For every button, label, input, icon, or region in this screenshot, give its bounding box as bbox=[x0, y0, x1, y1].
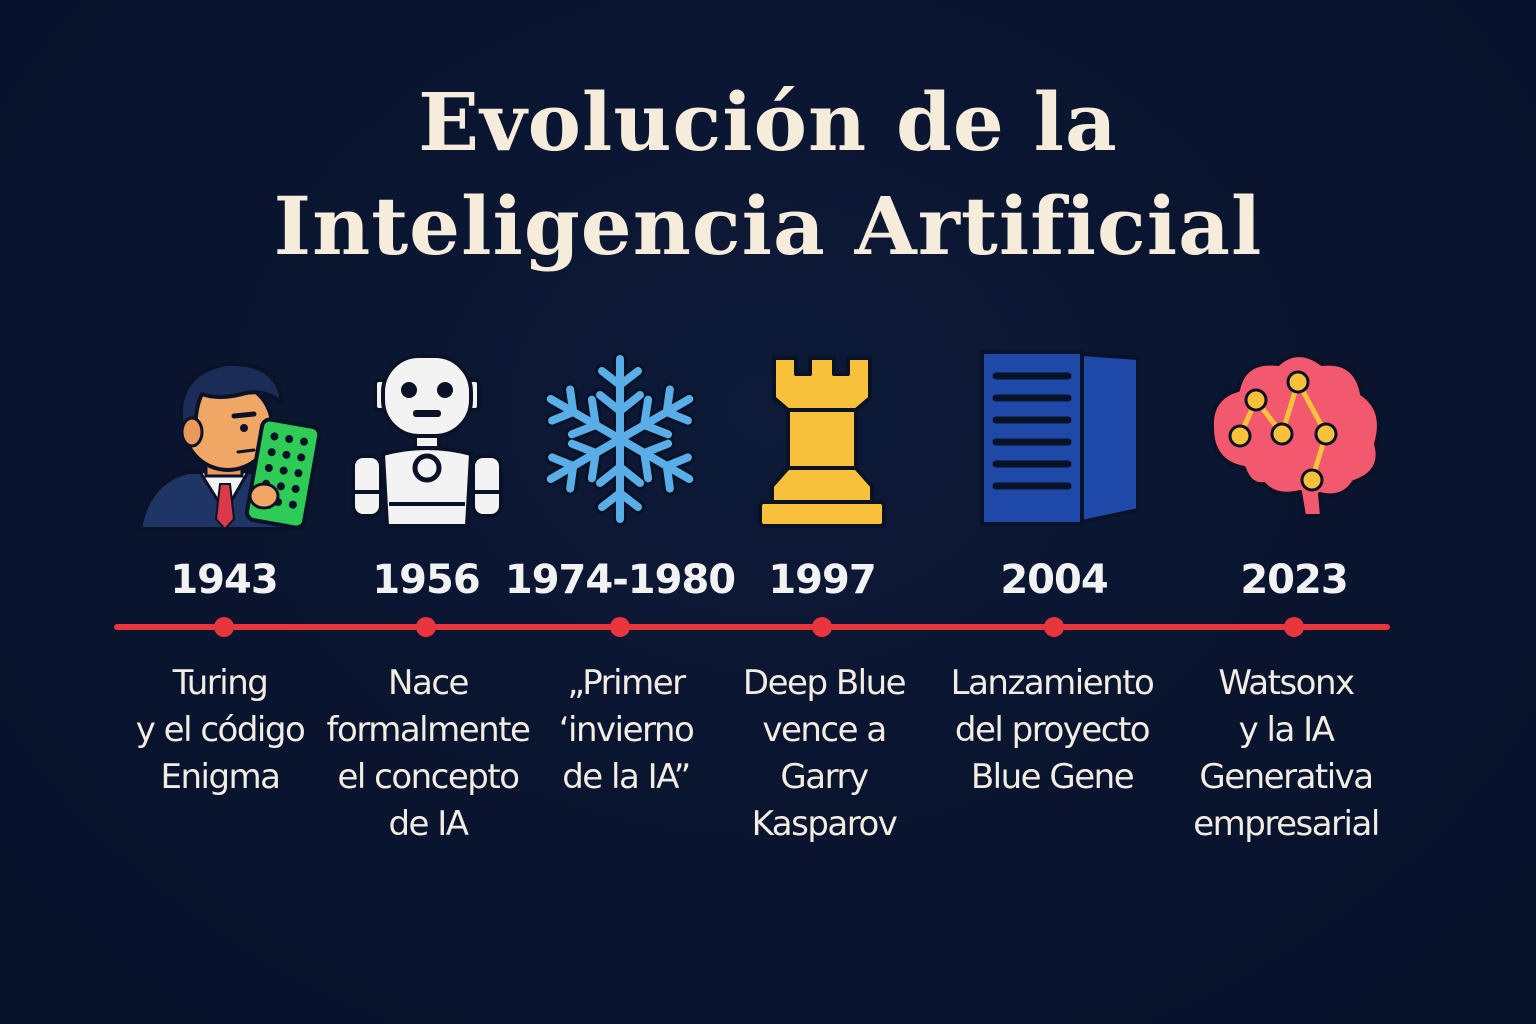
description-line: Kasparov bbox=[751, 804, 898, 844]
description-line: y el código bbox=[135, 710, 306, 750]
description-line: vence a bbox=[762, 710, 887, 750]
snowflake-icon bbox=[520, 344, 720, 534]
year-label-1943: 1943 bbox=[170, 557, 278, 603]
title-line-1: Evolución de la bbox=[418, 75, 1118, 169]
timeline-dot bbox=[610, 617, 630, 637]
description-line: „Primer bbox=[567, 663, 686, 703]
description-line: Generativa bbox=[1199, 757, 1374, 797]
event-description-1974-1980: „Primer ‘invierno de la IA” bbox=[511, 660, 741, 801]
description-line: Deep Blue bbox=[742, 663, 907, 703]
timeline-dot bbox=[1284, 617, 1304, 637]
year-label-2004: 2004 bbox=[1000, 557, 1108, 603]
timeline-dot bbox=[1044, 617, 1064, 637]
timeline-dot bbox=[812, 617, 832, 637]
description-line: Blue Gene bbox=[970, 757, 1135, 797]
chess-rook-icon bbox=[722, 344, 922, 534]
description-line: empresarial bbox=[1193, 804, 1380, 844]
description-line: de la IA” bbox=[562, 757, 691, 797]
description-line: Watsonx bbox=[1218, 663, 1355, 703]
event-description-1997: Deep Blue vence a Garry Kasparov bbox=[709, 660, 939, 848]
event-description-2004: Lanzamiento del proyecto Blue Gene bbox=[937, 660, 1167, 801]
year-label-1956: 1956 bbox=[372, 557, 480, 603]
timeline-dot bbox=[214, 617, 234, 637]
description-line: y la IA bbox=[1238, 710, 1335, 750]
description-line: Enigma bbox=[160, 757, 281, 797]
description-line: Garry bbox=[780, 757, 869, 797]
year-label-1997: 1997 bbox=[768, 557, 876, 603]
event-description-1956: Nace formalmente el concepto de IA bbox=[313, 660, 543, 848]
description-line: ‘invierno bbox=[558, 710, 695, 750]
event-description-1943: Turing y el código Enigma bbox=[105, 660, 335, 801]
description-line: Turing bbox=[172, 663, 269, 703]
description-line: formalmente bbox=[326, 710, 531, 750]
server-icon bbox=[956, 344, 1156, 534]
description-line: de IA bbox=[388, 804, 469, 844]
year-label-1974-1980: 1974-1980 bbox=[504, 557, 736, 603]
timeline-line bbox=[114, 624, 1390, 630]
timeline-dot bbox=[416, 617, 436, 637]
event-description-2023: Watsonx y la IA Generativa empresarial bbox=[1171, 660, 1401, 848]
brain-network-icon bbox=[1194, 344, 1394, 534]
robot-icon bbox=[327, 344, 527, 534]
description-line: el concepto bbox=[337, 757, 520, 797]
year-label-2023: 2023 bbox=[1240, 557, 1348, 603]
description-line: del proyecto bbox=[954, 710, 1151, 750]
description-line: Lanzamiento bbox=[950, 663, 1155, 703]
turing-person-enigma-icon bbox=[130, 344, 330, 534]
title-line-2: Inteligencia Artificial bbox=[273, 179, 1263, 273]
page-title: Evolución de la Inteligencia Artificial bbox=[0, 70, 1536, 278]
description-line: Nace bbox=[388, 663, 469, 703]
